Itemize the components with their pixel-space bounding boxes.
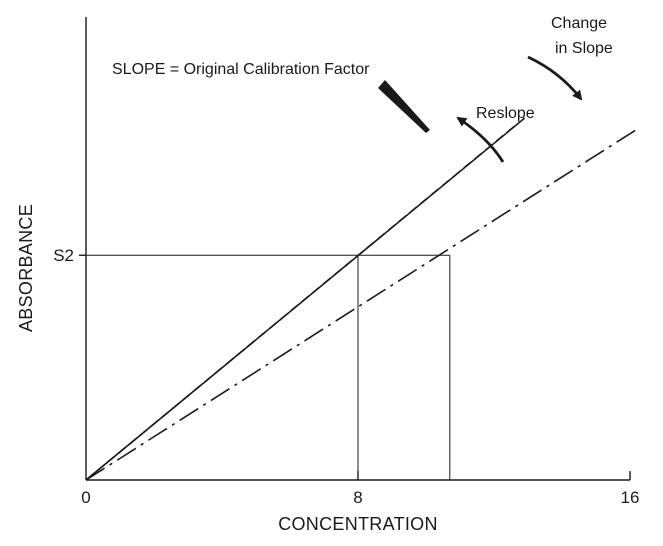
- x-tick-label: 8: [353, 488, 362, 507]
- reslope-curved-arrow: [456, 116, 505, 163]
- series-line-dashdot: [85, 128, 638, 481]
- slope-pointer-arrow: [378, 80, 430, 133]
- x-tick-label: 16: [621, 488, 640, 507]
- x-tick-label: 0: [81, 488, 90, 507]
- change-in-slope-annotation-line2: in Slope: [555, 40, 613, 57]
- x-axis-title: CONCENTRATION: [278, 514, 438, 534]
- change-in-slope-curved-arrow: [527, 55, 583, 101]
- reslope-annotation: Reslope: [476, 105, 535, 122]
- y-axis-title: ABSORBANCE: [16, 204, 36, 332]
- y-tick-label: S2: [53, 246, 74, 265]
- series-line-dashed: [85, 124, 517, 481]
- slope-annotation: SLOPE = Original Calibration Factor: [112, 61, 370, 78]
- change-in-slope-annotation-line1: Change: [551, 15, 607, 32]
